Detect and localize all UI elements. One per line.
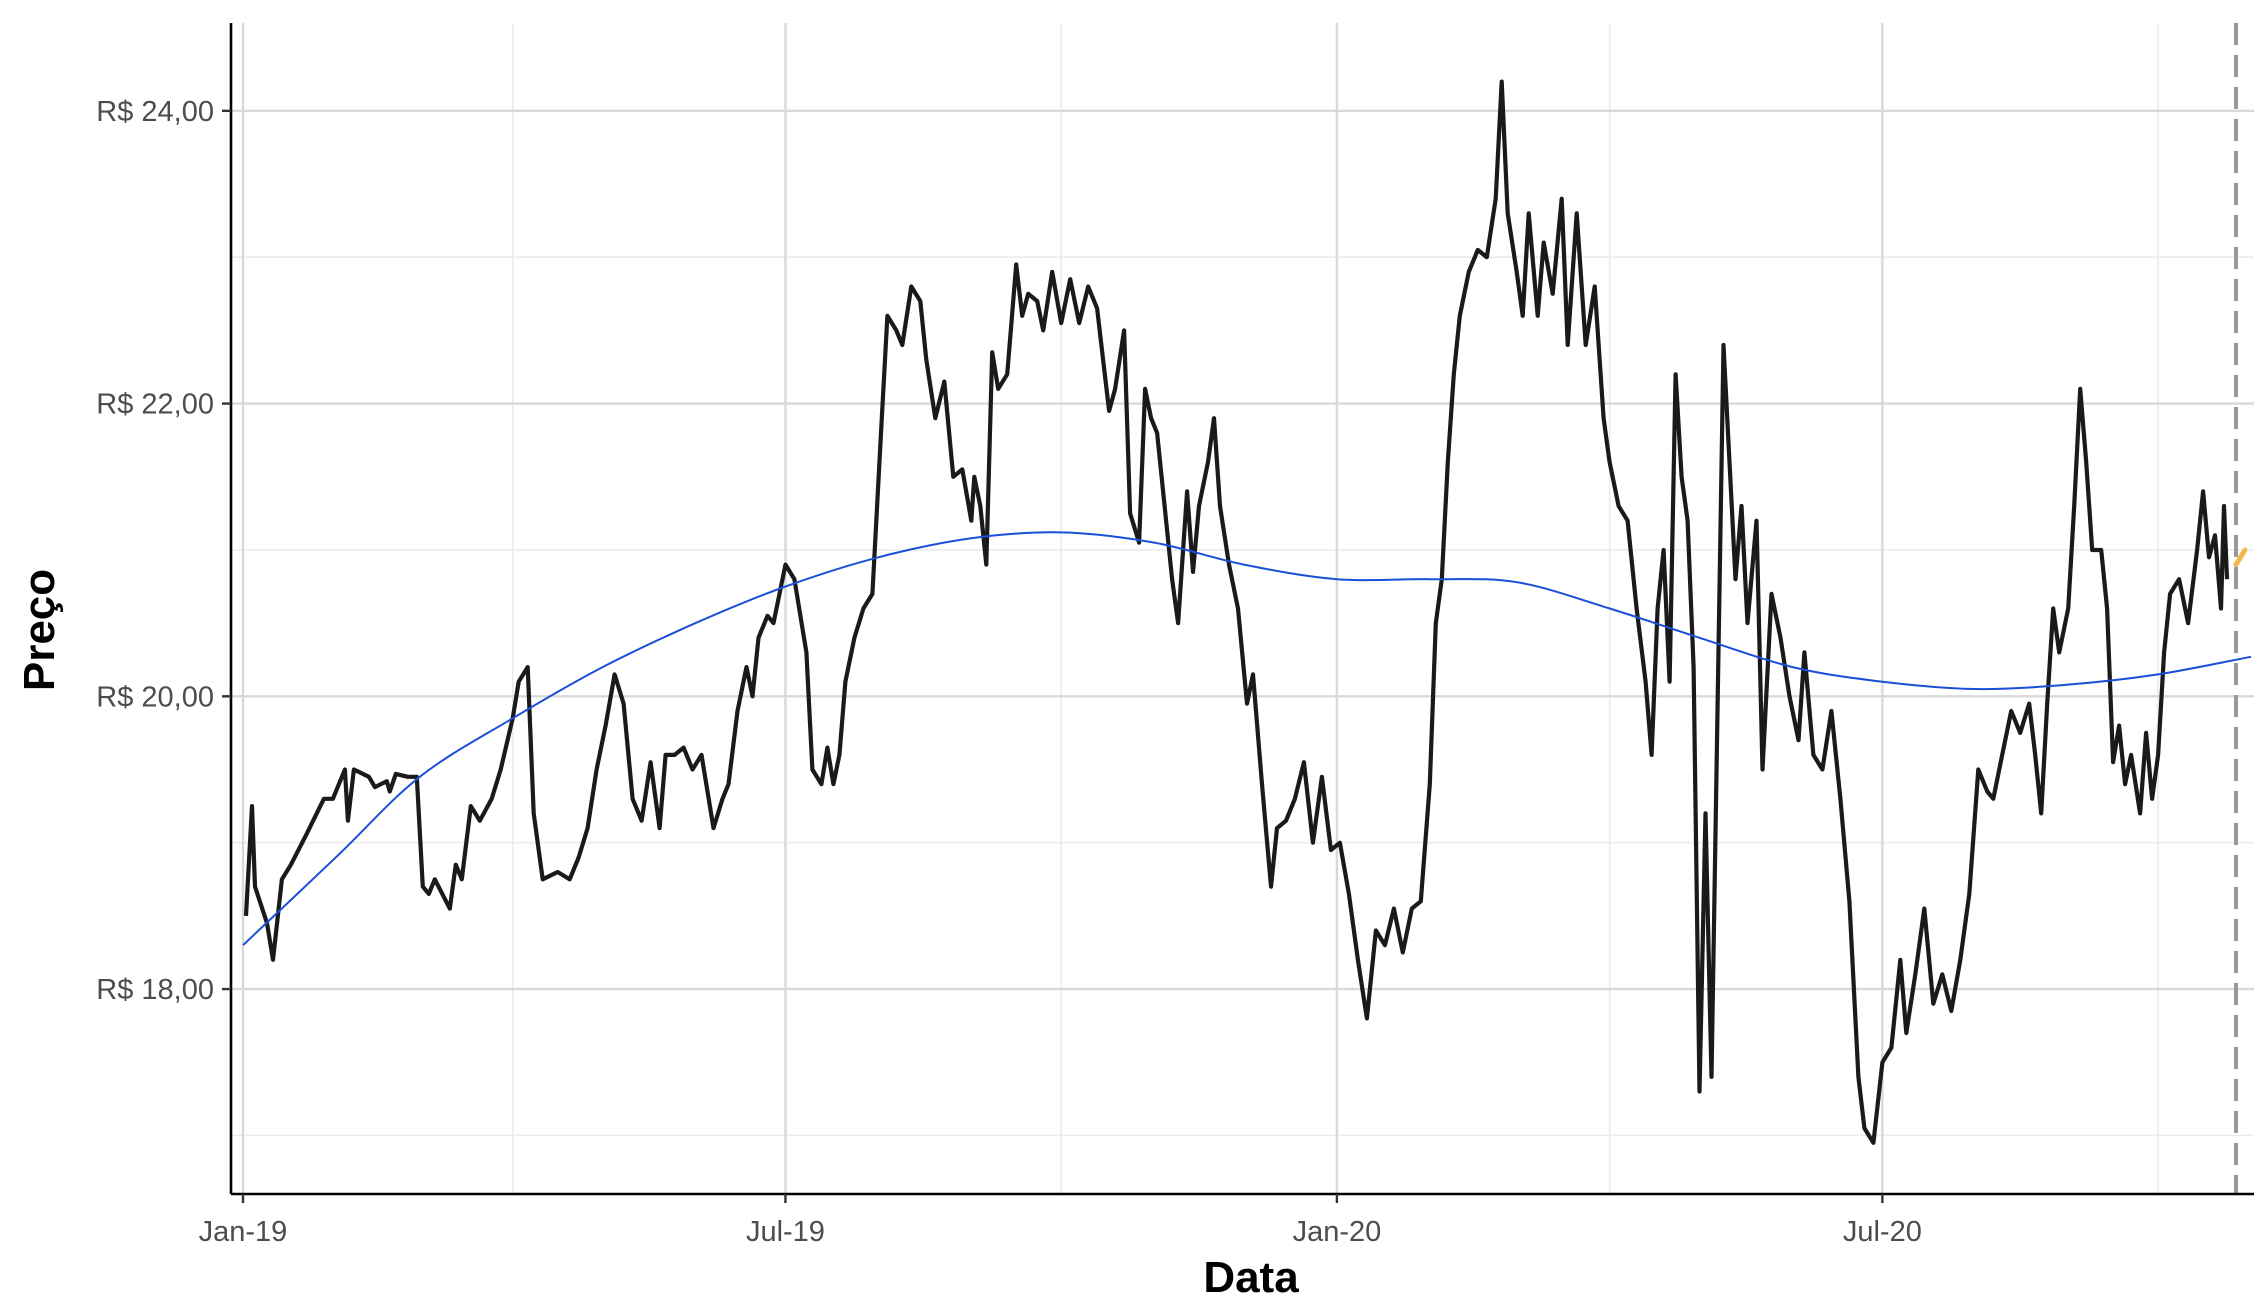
y-tick-label: R$ 24,00 [96,96,214,128]
y-ticks: R$ 18,00 R$ 20,00 R$ 22,00 R$ 24,00 [96,96,231,1006]
y-tick-label: R$ 18,00 [96,974,214,1006]
forecast-line [2233,547,2248,568]
trend-line [242,531,2252,946]
major-gridlines [231,23,2254,1194]
x-tick-label: Jan-19 [199,1216,288,1248]
minor-gridlines [231,23,2254,1194]
price-line [243,79,2230,1145]
y-tick-label: R$ 22,00 [96,389,214,421]
x-tick-label: Jul-19 [746,1216,825,1248]
y-tick-label: R$ 20,00 [96,681,214,713]
x-ticks: Jan-19 Jul-19 Jan-20 Jul-20 [199,1194,1922,1248]
x-tick-label: Jan-20 [1293,1216,1382,1248]
series-layer [242,23,2252,1194]
x-tick-label: Jul-20 [1843,1216,1922,1248]
x-axis-title: Data [1203,1253,1299,1297]
y-axis-title: Preço [15,569,64,691]
